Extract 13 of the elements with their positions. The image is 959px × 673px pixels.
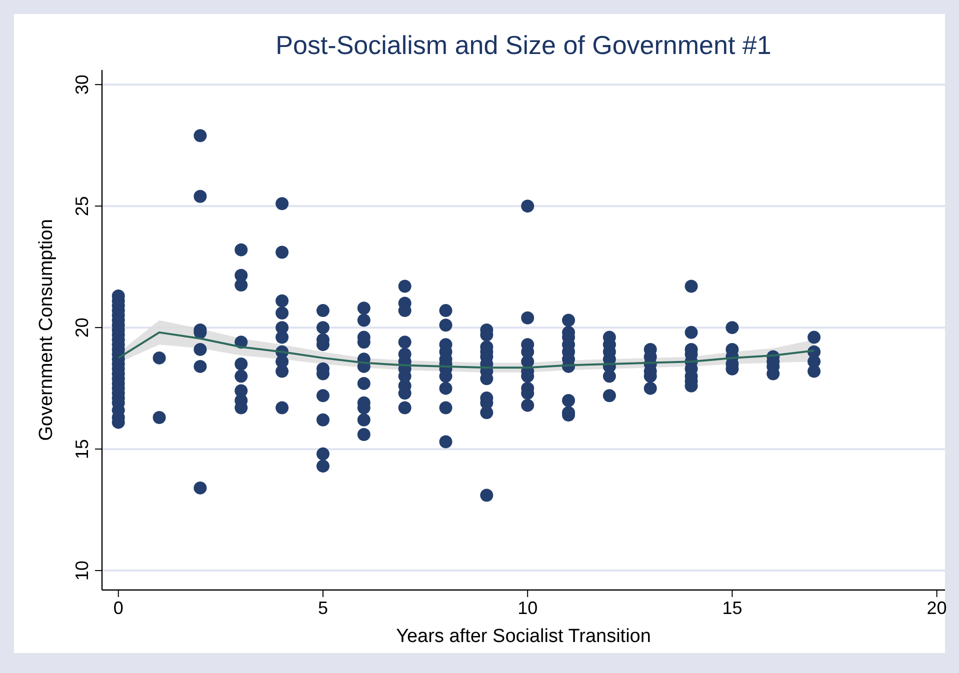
y-tick-label: 25 (72, 196, 92, 216)
chart-title: Post-Socialism and Size of Government #1 (276, 30, 772, 60)
x-tick-label: 15 (722, 598, 742, 618)
y-tick-label: 30 (72, 74, 92, 95)
y-tick-label: 20 (72, 318, 92, 338)
x-tick-label: 5 (318, 598, 328, 618)
x-tick-label: 10 (518, 598, 538, 618)
y-axis-title: Government Consumption (36, 219, 57, 441)
x-tick-label: 0 (113, 598, 124, 618)
y-tick-label: 10 (72, 560, 92, 581)
x-tick-label: 20 (926, 598, 947, 618)
x-axis-title: Years after Socialist Transition (396, 626, 651, 647)
y-tick-label: 15 (72, 439, 92, 460)
